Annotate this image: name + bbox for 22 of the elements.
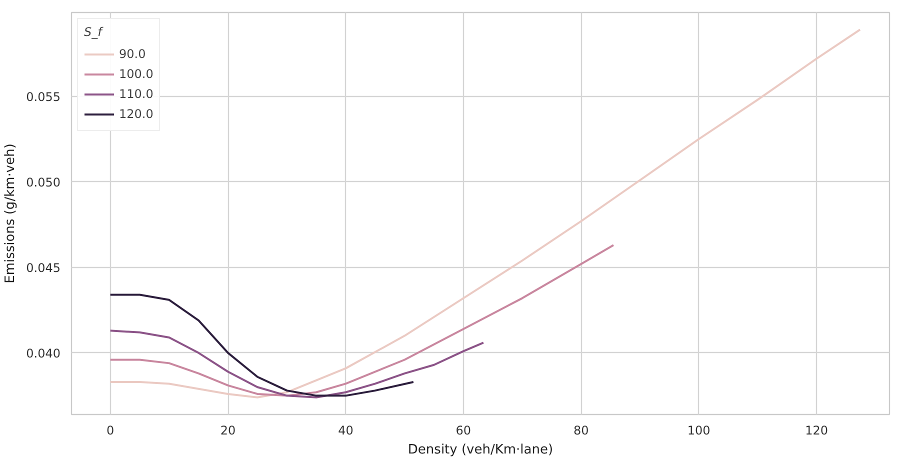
legend-label: 110.0 [119,87,154,101]
x-axis-title: Density (veh/Km·lane) [408,442,554,458]
legend-label: 120.0 [119,107,154,121]
legend-label: 100.0 [119,67,154,81]
y-tick-label: 0.055 [26,90,61,104]
x-tick-label: 20 [220,424,236,438]
x-tick-label: 120 [805,424,828,438]
line-series [109,244,614,397]
y-tick-label: 0.050 [26,175,61,190]
line-series [109,294,414,397]
x-tick-label: 100 [687,424,710,438]
line-series [109,330,484,398]
y-tick-label: 0.040 [26,346,61,360]
line-series [109,28,862,398]
x-tick-label: 80 [573,424,589,438]
x-tick-label: 40 [338,424,354,438]
legend-title: S_f [84,25,104,39]
y-axis-title: Emissions (g/km·veh) [3,144,18,284]
x-tick-label: 0 [106,424,114,438]
legend-label: 90.0 [119,47,146,61]
y-tick-label: 0.045 [26,260,61,275]
x-tick-label: 60 [456,424,472,438]
